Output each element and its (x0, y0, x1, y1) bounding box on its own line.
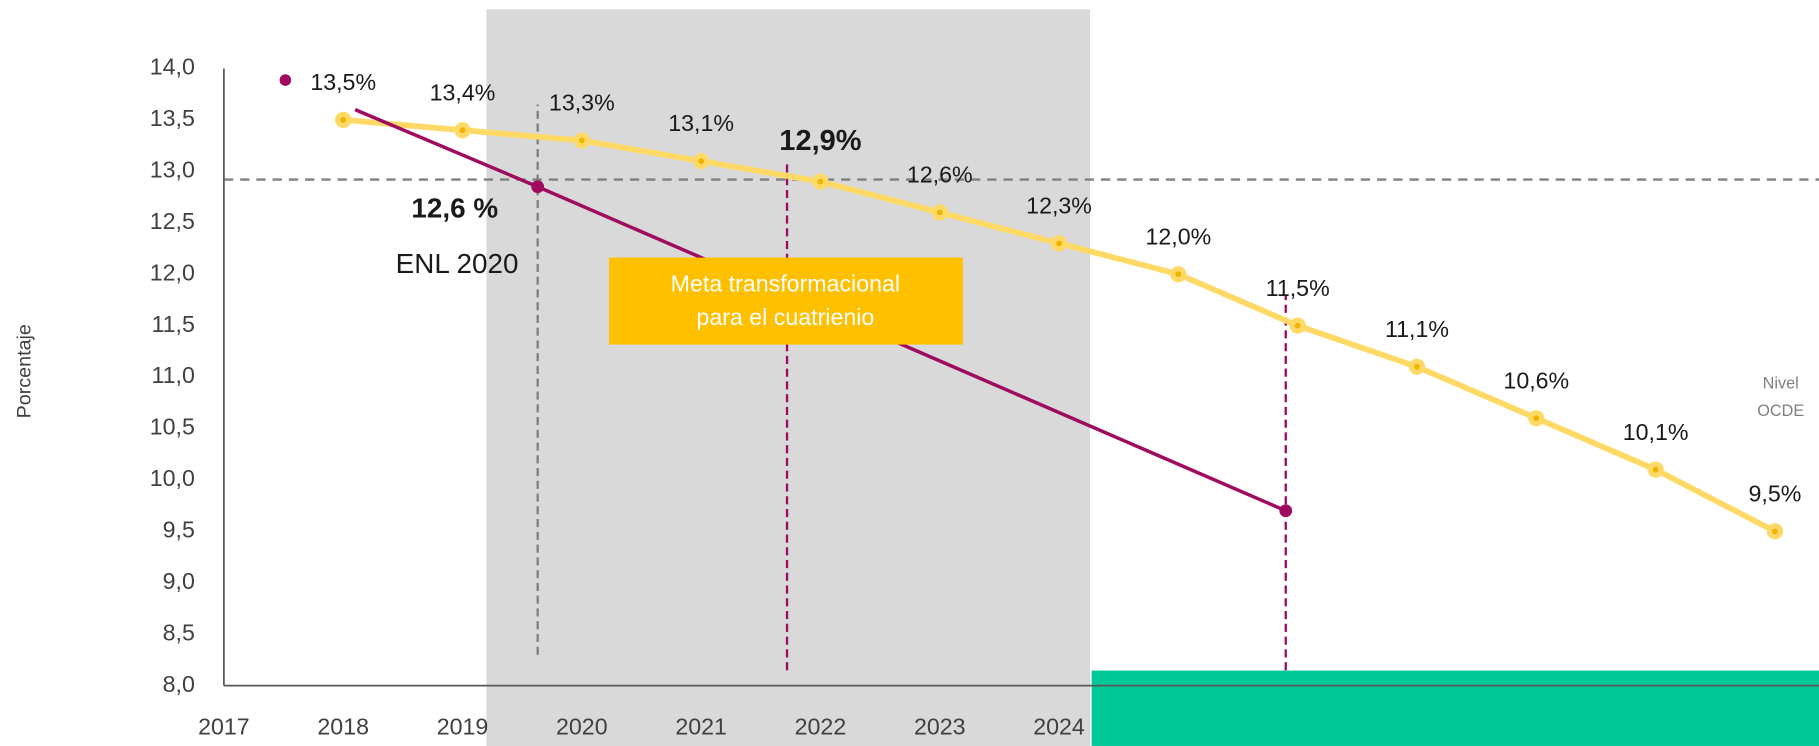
annotation: ENL 2020 (396, 248, 519, 279)
y-tick-label: 13,0 (150, 156, 195, 182)
value-label: 12,9% (779, 125, 861, 157)
value-label: 13,3% (549, 90, 615, 116)
point-core (340, 117, 347, 123)
value-label: 12,6% (907, 162, 973, 188)
point-core (698, 158, 705, 164)
y-tick-label: 11,0 (151, 362, 194, 388)
point-core (936, 209, 943, 216)
x-tick-label: 2017 (198, 714, 250, 740)
point-core (1652, 466, 1659, 473)
point-core (1056, 240, 1062, 247)
point-core (817, 178, 824, 185)
y-tick-label: 9,5 (163, 516, 195, 542)
point-core (1294, 322, 1301, 329)
value-label: 11,1% (1385, 316, 1449, 342)
annotation: 12,6 % (411, 192, 498, 223)
value-label: 12,3% (1026, 193, 1092, 219)
green-band (1091, 670, 1819, 746)
value-label: 12,0% (1145, 223, 1211, 249)
point-core (1533, 415, 1540, 422)
value-label: 11,5% (1266, 275, 1330, 301)
point (1279, 504, 1293, 518)
value-label: 10,1% (1623, 419, 1689, 445)
goal-box (609, 257, 963, 345)
legend-dot (279, 74, 292, 86)
goal-text: Meta transformacional (671, 271, 900, 297)
y-tick-label: 13,5 (150, 105, 195, 131)
value-label: 9,5% (1748, 481, 1801, 507)
y-tick-label: 10,5 (150, 414, 195, 440)
x-tick-label: 2022 (795, 714, 847, 740)
point-core (578, 137, 585, 144)
annotation: OCDE (1757, 402, 1804, 420)
y-tick-label: 11,5 (151, 311, 194, 337)
y-tick-label: 8,0 (163, 671, 195, 697)
y-tick-label: 12,0 (150, 259, 195, 285)
x-tick-label: 2023 (914, 714, 966, 740)
shaded-span (486, 9, 1091, 746)
value-label: 13,4% (430, 79, 496, 105)
x-tick-label: 2019 (437, 714, 489, 740)
point (531, 180, 545, 194)
point-core (1175, 271, 1182, 278)
value-label: 10,6% (1503, 367, 1569, 393)
y-tick-label: 9,0 (163, 568, 195, 594)
x-tick-label: 2021 (675, 714, 727, 740)
point-core (459, 127, 466, 134)
annotation: Nivel (1763, 374, 1799, 392)
y-tick-label: 8,5 (163, 619, 195, 645)
point-core (1772, 528, 1778, 535)
goal-text: para el cuatrienio (696, 304, 874, 330)
y-tick-label: 12,5 (150, 208, 195, 234)
x-tick-label: 2024 (1033, 714, 1085, 740)
y-tick-label: 14,0 (150, 54, 195, 80)
y-axis-label: Porcentaje (14, 324, 36, 418)
point-core (1414, 363, 1420, 370)
value-label: 13,5% (310, 69, 376, 95)
x-tick-label: 2020 (556, 714, 608, 740)
x-tick-label: 2018 (317, 714, 369, 740)
value-label: 13,1% (668, 110, 734, 136)
y-tick-label: 10,0 (150, 465, 195, 491)
